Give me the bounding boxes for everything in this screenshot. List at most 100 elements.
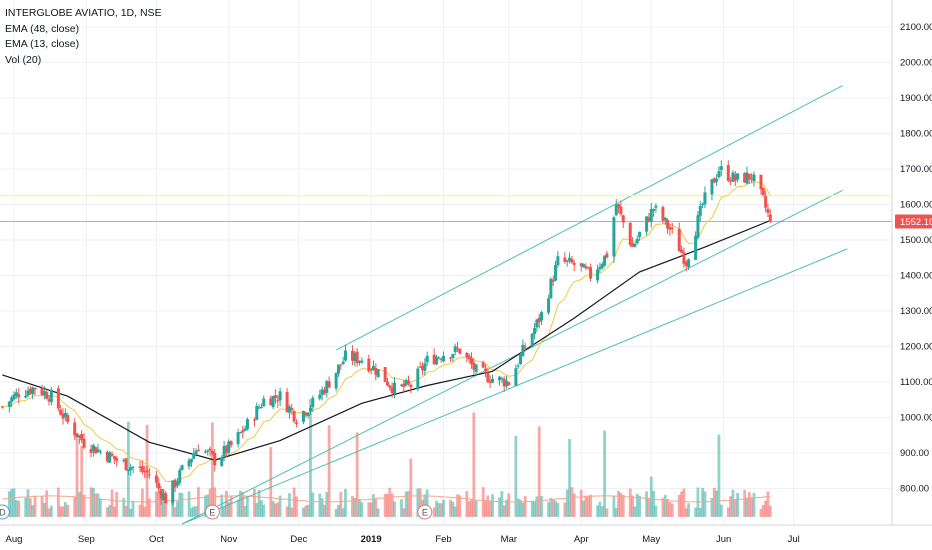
volume-bar [435, 500, 438, 517]
price-axis[interactable]: 2100.00 2000.00 1900.00 1800.00 1700.00 1600.… [891, 0, 932, 525]
candle-body [467, 355, 471, 360]
candle-body [589, 267, 593, 279]
candle-body [292, 411, 296, 422]
price-tick-label: 1800.00 [900, 129, 932, 140]
horizontal-lines [0, 195, 892, 222]
candle-body [750, 178, 754, 180]
volume-bar [432, 507, 436, 517]
candle-body [180, 465, 184, 470]
candle-body [451, 354, 455, 359]
volume-bar [586, 496, 590, 517]
volume-bar [530, 500, 534, 517]
volume-bar [75, 439, 79, 517]
volume-bar [680, 491, 683, 517]
candle-body [17, 394, 21, 398]
volume-bar [491, 494, 494, 517]
volume-bar [63, 502, 67, 517]
price-tick-label: 1200.00 [900, 342, 932, 353]
candle-body [645, 216, 649, 232]
legend-volume[interactable]: Vol (20) [5, 53, 42, 66]
candle-body [276, 400, 280, 402]
volume-bar [726, 507, 730, 517]
volume-bar [710, 498, 714, 517]
volume-bar [731, 489, 735, 517]
volume-bar [341, 508, 345, 517]
candle-body [731, 172, 735, 182]
volume-bar [227, 502, 231, 517]
volume-bar [750, 497, 754, 517]
volume-bar [570, 487, 574, 517]
volume-bar [211, 422, 214, 517]
candle-body [404, 379, 408, 386]
candle-body [224, 445, 228, 454]
volume-bar [126, 421, 130, 517]
volume-bar [547, 502, 550, 517]
candle-body [696, 215, 700, 238]
time-tick-label: Feb [435, 534, 451, 545]
candle-body [290, 408, 294, 411]
candle-body [273, 395, 277, 399]
volume-bar [458, 495, 462, 517]
candle-body [582, 264, 586, 268]
time-axis[interactable]: Aug Sep Oct Nov Dec 2019 Feb Mar Apr May Jun Jul [0, 524, 932, 545]
candle-body [406, 380, 410, 384]
candle-body [584, 266, 588, 269]
volume-bar [229, 495, 233, 517]
candle-body [7, 401, 11, 407]
volume-bar [703, 491, 707, 517]
price-tick-label: 1500.00 [900, 235, 932, 246]
candle-body [343, 350, 347, 361]
volume-bar [337, 504, 340, 517]
candle-body [768, 214, 772, 222]
candle-body [56, 388, 60, 409]
volume-bar [285, 506, 289, 517]
candle-body [238, 432, 242, 434]
volume-bar [661, 498, 665, 517]
channel-line-middle [181, 189, 843, 525]
candle-body [388, 385, 392, 388]
volume-bar [138, 504, 142, 517]
candle-body [194, 450, 198, 455]
candle-body [514, 368, 518, 386]
candle-body [383, 367, 387, 382]
candle-body [565, 260, 569, 262]
candle-body [255, 405, 259, 420]
candle-body [682, 252, 686, 264]
candle-body [222, 446, 226, 457]
candle-body [374, 367, 378, 375]
volume-bar [682, 488, 686, 517]
volume-bar [418, 488, 422, 517]
volume-bar [533, 501, 536, 517]
volume-bar [45, 490, 49, 517]
volume-bar [292, 487, 296, 517]
candle-body [736, 173, 740, 180]
candle-body [458, 348, 462, 354]
volume-bar [388, 487, 392, 517]
price-tick-label: 1700.00 [900, 164, 932, 175]
symbol-title[interactable]: INTERGLOBE AVIATIO, 1D, NSE [5, 7, 162, 19]
volume-bar [614, 508, 618, 517]
volume-bar [404, 491, 408, 517]
volume-bar [206, 494, 210, 517]
volume-bar [190, 508, 193, 517]
volume-bar [402, 508, 406, 517]
candle-body [341, 361, 345, 365]
candle-body [631, 243, 635, 247]
volume-bar [197, 487, 200, 517]
time-tick-label: Apr [574, 534, 589, 545]
candle-body [488, 380, 492, 383]
legend-ema13[interactable]: EMA (13, close) [5, 38, 80, 50]
candle-body [308, 407, 312, 412]
volume-bar [486, 495, 490, 517]
legend-ema48[interactable]: EMA (48, close) [5, 22, 80, 35]
candle-body [733, 174, 737, 181]
candle-body [556, 256, 560, 266]
volume-bar [262, 504, 266, 517]
candle-body [390, 387, 394, 394]
candle-body [126, 469, 130, 471]
channel-line-lower [181, 248, 848, 525]
candle-body [131, 466, 135, 468]
volume-bar [390, 493, 394, 517]
volume-bar [687, 503, 691, 517]
